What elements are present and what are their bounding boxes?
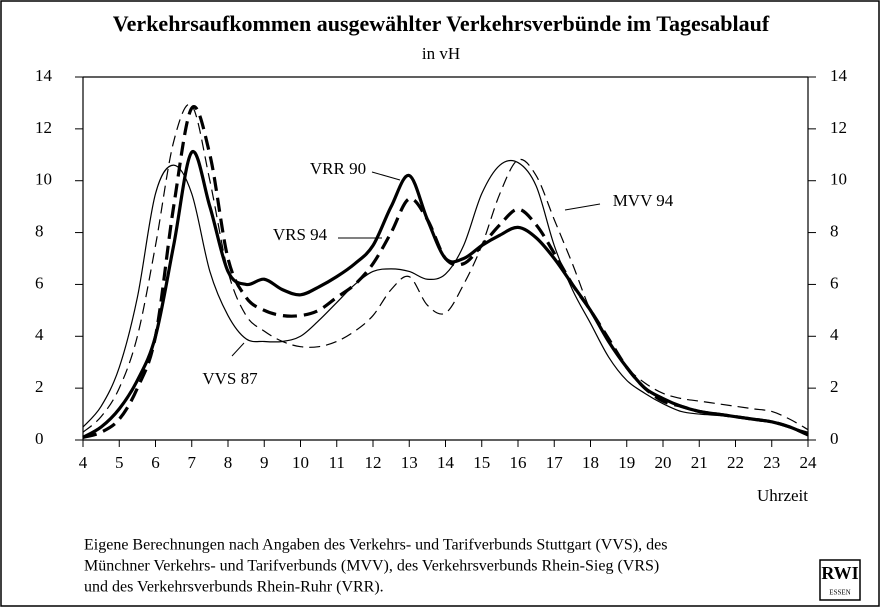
y-tick-label: 10	[35, 170, 52, 189]
x-tick-label: 11	[329, 453, 345, 472]
x-tick-label: 23	[763, 453, 780, 472]
series-label: VRR 90	[310, 159, 366, 178]
y-tick-label: 8	[35, 221, 44, 240]
logo-sub: ESSEN	[829, 589, 850, 597]
y2-tick-label: 4	[830, 325, 839, 344]
y2-tick-label: 6	[830, 273, 839, 292]
x-tick-label: 7	[188, 453, 197, 472]
x-tick-label: 5	[115, 453, 124, 472]
logo: RWI	[821, 563, 858, 583]
y-tick-label: 4	[35, 325, 44, 344]
y-tick-label: 2	[35, 377, 44, 396]
note-line: und des Verkehrsverbunds Rhein-Ruhr (VRR…	[84, 579, 384, 596]
note-line: Münchner Verkehrs- und Tarifverbunds (MV…	[84, 558, 659, 575]
series-label: VRS 94	[273, 225, 328, 244]
x-tick-label: 24	[800, 453, 818, 472]
note-line: Eigene Berechnungen nach Angaben des Ver…	[84, 537, 667, 554]
series-label: VVS 87	[202, 369, 258, 388]
x-tick-label: 12	[365, 453, 382, 472]
x-tick-label: 19	[618, 453, 635, 472]
y-tick-label: 6	[35, 273, 44, 292]
x-tick-label: 16	[510, 453, 527, 472]
line-series	[82, 159, 809, 433]
x-tick-label: 9	[260, 453, 269, 472]
series-label: MVV 94	[613, 191, 674, 210]
x-tick-label: 20	[655, 453, 672, 472]
y2-tick-label: 14	[830, 66, 848, 85]
x-tick-label: 21	[691, 453, 708, 472]
x-tick-label: 17	[546, 453, 564, 472]
chart-subtitle: in vH	[422, 44, 460, 63]
y2-tick-label: 0	[830, 429, 839, 448]
y2-tick-label: 12	[830, 118, 847, 137]
y-tick-label: 0	[35, 429, 44, 448]
logo-box	[819, 559, 861, 601]
x-tick-label: 6	[151, 453, 160, 472]
x-tick-label: 4	[79, 453, 88, 472]
x-tick-label: 15	[473, 453, 490, 472]
x-tick-label: 22	[727, 453, 744, 472]
chart-title: Verkehrsaufkommen ausgewählter Verkehrsv…	[113, 11, 770, 36]
x-tick-label: 10	[292, 453, 309, 472]
y2-tick-label: 10	[830, 170, 847, 189]
y2-tick-label: 8	[830, 221, 839, 240]
x-tick-label: 13	[401, 453, 418, 472]
x-tick-label: 8	[224, 453, 233, 472]
y-tick-label: 12	[35, 118, 52, 137]
x-tick-label: 14	[437, 453, 455, 472]
x-axis-label: Uhrzeit	[757, 486, 808, 505]
y-tick-label: 14	[35, 66, 53, 85]
label-leader	[564, 203, 601, 211]
label-leader	[371, 171, 401, 181]
line-series	[82, 103, 809, 433]
label-leader	[231, 342, 245, 357]
x-tick-label: 18	[582, 453, 599, 472]
y2-tick-label: 2	[830, 377, 839, 396]
